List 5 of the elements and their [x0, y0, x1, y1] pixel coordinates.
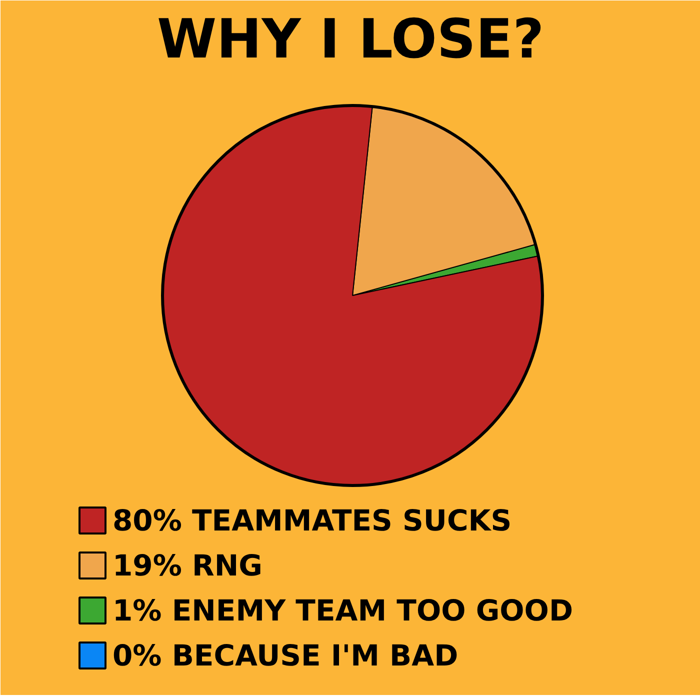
legend-label: 0% BECAUSE I'M BAD — [112, 638, 458, 672]
legend-label: 80% TEAMMATES SUCKS — [112, 504, 512, 538]
legend-label: 19% RNG — [112, 548, 262, 582]
legend-label: 1% ENEMY TEAM TOO GOOD — [112, 594, 574, 628]
chart-title: WHY I LOSE? — [156, 8, 544, 70]
